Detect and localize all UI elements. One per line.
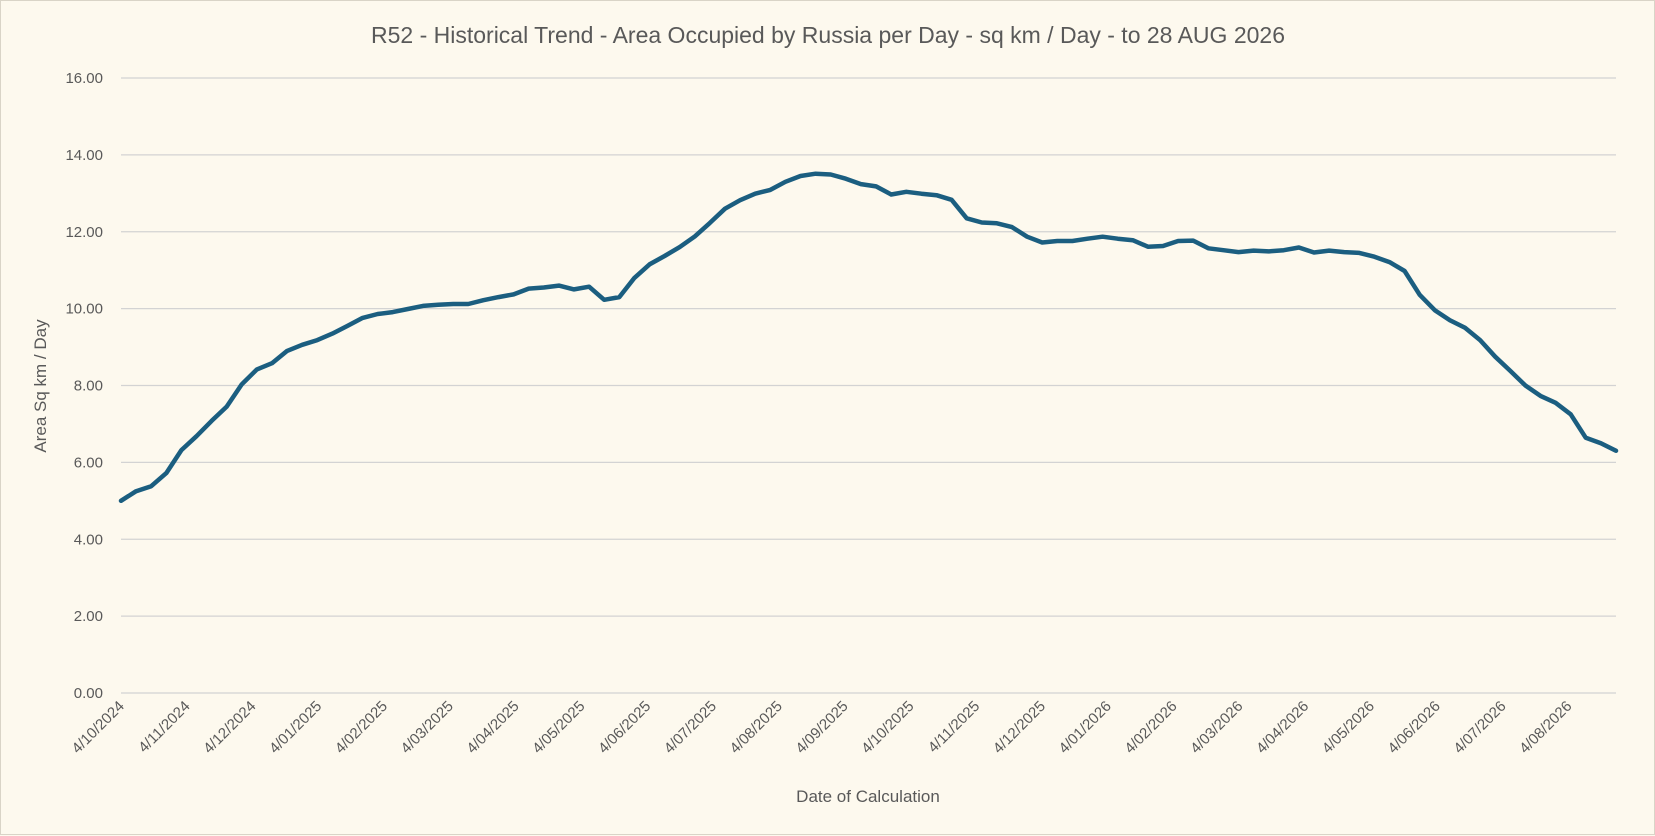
x-axis-ticks: 4/10/2024 4/11/2024 4/12/2024 4/01/2025 4/02… [69, 698, 1576, 757]
y-tick-label: 8.00 [74, 378, 103, 395]
x-tick-label: 4/02/2026 [1121, 698, 1180, 757]
x-tick-label: 4/10/2024 [69, 698, 128, 757]
y-tick-label: 12.00 [65, 224, 103, 241]
x-tick-label: 4/11/2024 [135, 698, 193, 756]
x-axis-title: Date of Calculation [796, 787, 940, 806]
x-tick-label: 4/04/2026 [1253, 698, 1312, 757]
x-tick-label: 4/03/2026 [1187, 698, 1246, 757]
series-layer [118, 171, 1619, 504]
x-tick-label: 4/07/2026 [1450, 698, 1509, 757]
x-tick-label: 4/12/2025 [990, 698, 1049, 757]
y-tick-label: 10.00 [65, 301, 103, 318]
chart-title: R52 - Historical Trend - Area Occupied b… [371, 22, 1285, 48]
x-tick-label: 4/01/2026 [1056, 698, 1115, 757]
x-tick-label: 4/04/2025 [463, 698, 522, 757]
x-tick-label: 4/06/2026 [1385, 698, 1444, 757]
y-tick-label: 14.00 [65, 147, 103, 164]
y-axis-ticks: 0.00 2.00 4.00 6.00 8.00 10.00 12.00 14.00 16.00 [65, 70, 103, 702]
x-tick-label: 4/08/2025 [727, 698, 786, 757]
x-tick-label: 4/10/2025 [858, 698, 917, 757]
y-tick-label: 6.00 [74, 454, 103, 471]
series-line [118, 171, 1619, 504]
y-tick-label: 4.00 [74, 531, 103, 548]
x-tick-label: 4/03/2025 [398, 698, 457, 757]
x-tick-label: 4/12/2024 [200, 698, 259, 757]
y-tick-label: 2.00 [74, 608, 103, 625]
y-tick-label: 16.00 [65, 70, 103, 87]
x-tick-label: 4/07/2025 [661, 698, 720, 757]
x-tick-label: 4/02/2025 [332, 698, 391, 757]
x-tick-label: 4/09/2025 [792, 698, 851, 757]
x-tick-label: 4/05/2025 [529, 698, 588, 757]
x-tick-label: 4/05/2026 [1319, 698, 1378, 757]
x-tick-label: 4/11/2025 [925, 698, 983, 756]
y-tick-label: 0.00 [74, 685, 103, 702]
gridlines [121, 77, 1616, 694]
x-tick-label: 4/06/2025 [595, 698, 654, 757]
y-axis-title: Area Sq km / Day [31, 319, 50, 453]
x-tick-label: 4/01/2025 [266, 698, 325, 757]
x-tick-label: 4/08/2026 [1516, 698, 1575, 757]
